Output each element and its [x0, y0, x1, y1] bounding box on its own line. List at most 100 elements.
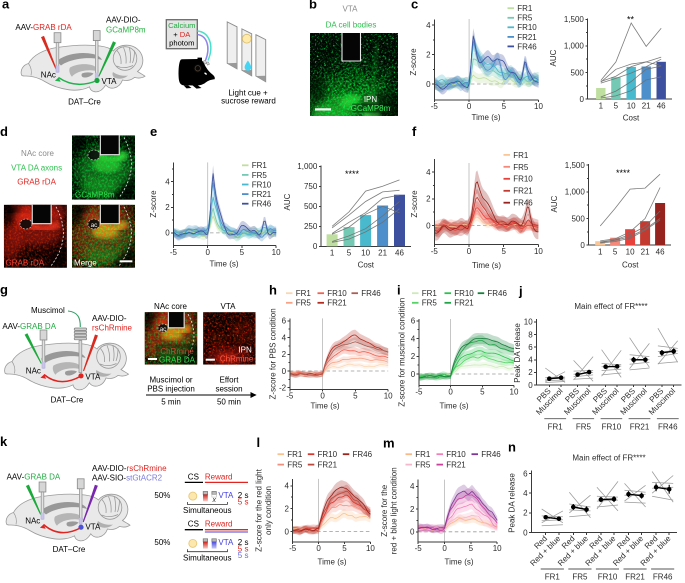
- svg-text:AAV-DIO-: AAV-DIO-: [92, 314, 127, 323]
- svg-text:6: 6: [523, 469, 528, 478]
- svg-text:FR10: FR10: [598, 573, 618, 582]
- svg-text:ChRmine: ChRmine: [160, 347, 194, 356]
- svg-text:FR5: FR5: [517, 14, 533, 23]
- svg-text:10: 10: [493, 544, 502, 553]
- svg-text:4: 4: [411, 334, 416, 343]
- svg-text:CS: CS: [188, 520, 199, 529]
- svg-text:Z-score: Z-score: [149, 190, 158, 218]
- svg-text:4: 4: [285, 482, 290, 491]
- svg-text:sucrose reward: sucrose reward: [221, 96, 276, 105]
- svg-text:8: 8: [528, 330, 533, 339]
- svg-text:0: 0: [205, 248, 210, 257]
- svg-text:FR1: FR1: [415, 450, 431, 459]
- svg-text:FR1: FR1: [422, 289, 438, 298]
- svg-text:VTA DA axons: VTA DA axons: [11, 163, 62, 172]
- svg-text:session: session: [215, 385, 242, 394]
- svg-text:GCaMP8m: GCaMP8m: [106, 25, 146, 34]
- svg-text:AUC: AUC: [283, 193, 292, 210]
- svg-text:VTA: VTA: [218, 538, 234, 547]
- svg-text:Calcium: Calcium: [168, 21, 195, 30]
- svg-text:-5: -5: [289, 544, 297, 553]
- svg-text:Main effect of FR****: Main effect of FR****: [572, 454, 645, 463]
- svg-text:-5: -5: [286, 392, 294, 401]
- svg-text:GRAB rDA: GRAB rDA: [17, 178, 56, 187]
- svg-text:AAV-DIO-rsChRmine: AAV-DIO-rsChRmine: [92, 464, 167, 473]
- svg-text:10: 10: [272, 248, 281, 257]
- svg-text:FR1: FR1: [548, 423, 564, 432]
- svg-text:FR10: FR10: [446, 450, 466, 459]
- svg-text:2: 2: [426, 50, 431, 59]
- svg-text:FR5: FR5: [252, 171, 268, 180]
- svg-text:FR10: FR10: [318, 450, 338, 459]
- svg-text:Muscimol or: Muscimol or: [149, 376, 192, 385]
- svg-text:0: 0: [426, 221, 431, 230]
- svg-text:2 s: 2 s: [238, 491, 249, 500]
- svg-text:21: 21: [641, 248, 650, 257]
- svg-text:4: 4: [426, 168, 431, 177]
- svg-text:FR10: FR10: [517, 23, 537, 32]
- svg-text:-2: -2: [279, 384, 287, 393]
- svg-text:-5: -5: [415, 544, 423, 553]
- svg-text:2: 2: [285, 505, 290, 514]
- svg-text:21: 21: [378, 249, 387, 258]
- svg-text:50%: 50%: [154, 538, 170, 547]
- svg-text:5: 5: [347, 249, 352, 258]
- svg-text:Light cue +: Light cue +: [228, 89, 268, 98]
- svg-text:c: c: [411, 0, 418, 12]
- svg-text:Z-score: Z-score: [410, 190, 419, 218]
- svg-text:Simultaneous: Simultaneous: [183, 506, 231, 515]
- svg-text:d: d: [0, 124, 8, 139]
- svg-text:5: 5: [342, 544, 347, 553]
- svg-text:****: ****: [616, 168, 631, 178]
- svg-text:DAT–Cre: DAT–Cre: [51, 395, 84, 404]
- svg-text:FR21: FR21: [625, 573, 645, 582]
- svg-text:Time (s): Time (s): [472, 261, 501, 270]
- svg-text:Z-score for PBS condition: Z-score for PBS condition: [269, 308, 278, 399]
- svg-text:1,000: 1,000: [565, 188, 586, 197]
- svg-text:0: 0: [411, 370, 416, 379]
- svg-text:a: a: [2, 0, 10, 12]
- svg-text:FR21: FR21: [327, 299, 347, 308]
- svg-text:NAc: NAc: [25, 516, 40, 525]
- svg-text:FR46: FR46: [653, 573, 673, 582]
- svg-text:0: 0: [442, 544, 447, 553]
- svg-text:AAV-SIO-stGtACR2: AAV-SIO-stGtACR2: [92, 474, 163, 483]
- svg-text:Reward: Reward: [205, 520, 233, 529]
- svg-text:FR10: FR10: [454, 289, 474, 298]
- svg-text:k: k: [0, 434, 8, 449]
- svg-text:1,000: 1,000: [297, 162, 318, 171]
- svg-text:FR21: FR21: [513, 187, 533, 196]
- svg-text:0: 0: [313, 242, 318, 251]
- svg-text:46: 46: [656, 248, 665, 257]
- svg-text:0: 0: [448, 388, 453, 397]
- svg-text:FR21: FR21: [446, 461, 466, 470]
- svg-text:AAV-GRAB rDA: AAV-GRAB rDA: [15, 23, 72, 32]
- svg-text:Time (s): Time (s): [439, 402, 468, 411]
- svg-text:FR1: FR1: [252, 161, 268, 170]
- svg-text:10: 10: [384, 392, 393, 401]
- svg-text:Reward: Reward: [205, 472, 233, 481]
- svg-text:FR5: FR5: [287, 461, 303, 470]
- svg-text:750: 750: [304, 182, 318, 191]
- svg-text:Z-score for the red light: Z-score for the red light: [255, 468, 264, 551]
- svg-text:0: 0: [165, 229, 170, 238]
- svg-text:GCaMP8m: GCaMP8m: [351, 104, 391, 113]
- svg-text:46: 46: [657, 102, 666, 111]
- svg-text:FR21: FR21: [517, 33, 537, 42]
- svg-text:50%: 50%: [154, 491, 170, 500]
- svg-text:10: 10: [510, 388, 519, 397]
- svg-text:Time (s): Time (s): [317, 558, 346, 567]
- svg-text:**: **: [627, 15, 635, 25]
- svg-text:FR5: FR5: [415, 461, 431, 470]
- svg-text:FR1: FR1: [296, 289, 312, 298]
- svg-text:VTA: VTA: [218, 491, 234, 500]
- svg-text:FR10: FR10: [602, 423, 622, 432]
- svg-text:0: 0: [580, 241, 585, 250]
- svg-text:FR10: FR10: [513, 175, 533, 184]
- svg-text:6: 6: [528, 343, 533, 352]
- svg-text:FR21: FR21: [630, 423, 650, 432]
- svg-text:Muscimol: Muscimol: [31, 306, 65, 315]
- svg-text:FR10: FR10: [252, 180, 272, 189]
- svg-text:VTA: VTA: [343, 5, 359, 14]
- svg-text:Time (s): Time (s): [310, 402, 339, 411]
